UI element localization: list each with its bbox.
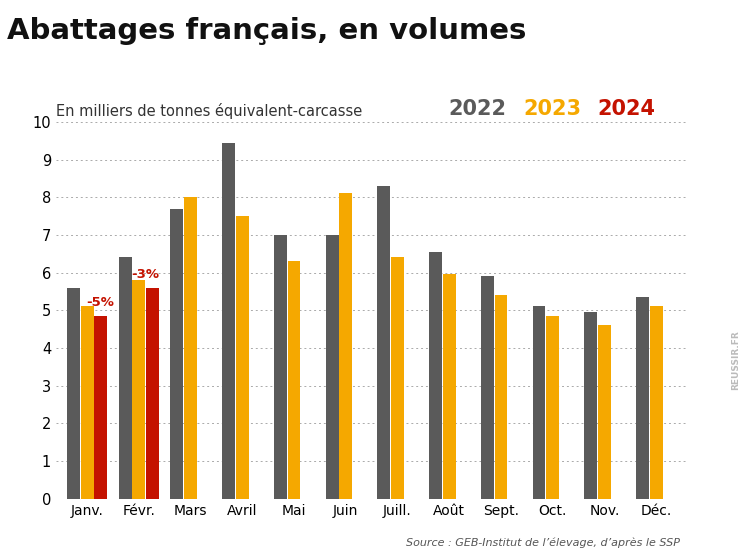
Text: 2022: 2022 xyxy=(448,99,506,119)
Bar xyxy=(546,316,560,499)
Bar xyxy=(222,142,235,499)
Bar xyxy=(598,325,611,499)
Bar xyxy=(67,288,80,499)
Bar xyxy=(533,306,545,499)
Bar xyxy=(94,316,108,499)
Text: Source : GEB-Institut de l’élevage, d’après le SSP: Source : GEB-Institut de l’élevage, d’ap… xyxy=(406,538,680,548)
Bar xyxy=(495,295,507,499)
Bar xyxy=(326,235,338,499)
Bar xyxy=(377,186,390,499)
Bar xyxy=(584,312,597,499)
Text: -5%: -5% xyxy=(87,296,114,309)
Text: -3%: -3% xyxy=(131,268,160,281)
Bar xyxy=(81,306,93,499)
Text: 2024: 2024 xyxy=(598,99,656,119)
Bar xyxy=(274,235,287,499)
Text: Abattages français, en volumes: Abattages français, en volumes xyxy=(7,17,527,45)
Bar xyxy=(119,258,131,499)
Bar xyxy=(170,208,183,499)
Text: REUSSIR.FR: REUSSIR.FR xyxy=(731,330,740,390)
Bar xyxy=(429,252,442,499)
Text: 2023: 2023 xyxy=(523,99,581,119)
Text: En milliers de tonnes équivalent-carcasse: En milliers de tonnes équivalent-carcass… xyxy=(56,103,362,119)
Bar xyxy=(636,297,649,499)
Bar xyxy=(184,197,197,499)
Bar xyxy=(391,258,404,499)
Bar xyxy=(650,306,663,499)
Bar xyxy=(288,261,300,499)
Bar xyxy=(146,288,159,499)
Bar xyxy=(443,274,456,499)
Bar xyxy=(339,193,353,499)
Bar xyxy=(132,280,145,499)
Bar xyxy=(236,216,249,499)
Bar xyxy=(481,276,494,499)
